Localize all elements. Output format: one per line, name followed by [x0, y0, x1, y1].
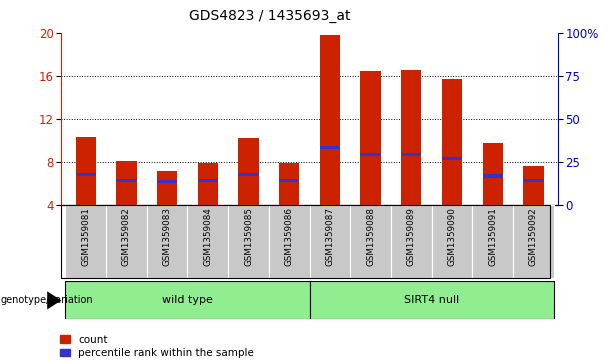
Bar [279, 179, 299, 182]
Bar [279, 163, 299, 205]
Bar [391, 205, 432, 278]
Bar [524, 179, 544, 182]
Bar [106, 205, 147, 278]
Bar [401, 70, 422, 205]
Bar [482, 143, 503, 205]
Bar [360, 72, 381, 205]
Bar [524, 166, 544, 205]
Legend: count, percentile rank within the sample: count, percentile rank within the sample [60, 335, 254, 358]
Bar [116, 161, 137, 205]
Text: wild type: wild type [162, 295, 213, 305]
Bar [228, 205, 269, 278]
Bar [482, 175, 503, 178]
Bar [350, 205, 391, 278]
Bar [238, 174, 259, 176]
Bar [320, 35, 340, 205]
Bar [238, 138, 259, 205]
Bar [157, 180, 177, 183]
Bar [157, 171, 177, 205]
Bar [320, 146, 340, 150]
Text: GSM1359083: GSM1359083 [162, 207, 172, 266]
Bar [442, 79, 462, 205]
Bar [360, 153, 381, 156]
Bar [442, 157, 462, 160]
Bar [513, 205, 554, 278]
Bar [473, 205, 513, 278]
Bar [310, 205, 350, 278]
Bar [197, 179, 218, 182]
Bar [269, 205, 310, 278]
Bar [66, 281, 310, 319]
Bar [147, 205, 188, 278]
Text: GSM1359090: GSM1359090 [447, 207, 457, 266]
Text: GSM1359087: GSM1359087 [326, 207, 335, 266]
Text: GSM1359084: GSM1359084 [204, 207, 212, 266]
Bar [66, 205, 106, 278]
Text: GSM1359088: GSM1359088 [366, 207, 375, 266]
Bar [116, 179, 137, 182]
Text: GSM1359082: GSM1359082 [122, 207, 131, 266]
Bar [432, 205, 473, 278]
Text: GSM1359091: GSM1359091 [488, 207, 497, 266]
Text: GSM1359092: GSM1359092 [529, 207, 538, 266]
Text: genotype/variation: genotype/variation [1, 295, 93, 305]
Bar [188, 205, 228, 278]
Text: GSM1359086: GSM1359086 [284, 207, 294, 266]
Polygon shape [47, 291, 61, 309]
Text: SIRT4 null: SIRT4 null [404, 295, 459, 305]
Bar [75, 137, 96, 205]
Text: GDS4823 / 1435693_at: GDS4823 / 1435693_at [189, 9, 351, 23]
Bar [197, 163, 218, 205]
Bar [310, 281, 554, 319]
Bar [401, 153, 422, 156]
Text: GSM1359085: GSM1359085 [244, 207, 253, 266]
Bar [75, 174, 96, 176]
Text: GSM1359081: GSM1359081 [81, 207, 90, 266]
Text: GSM1359089: GSM1359089 [407, 207, 416, 266]
